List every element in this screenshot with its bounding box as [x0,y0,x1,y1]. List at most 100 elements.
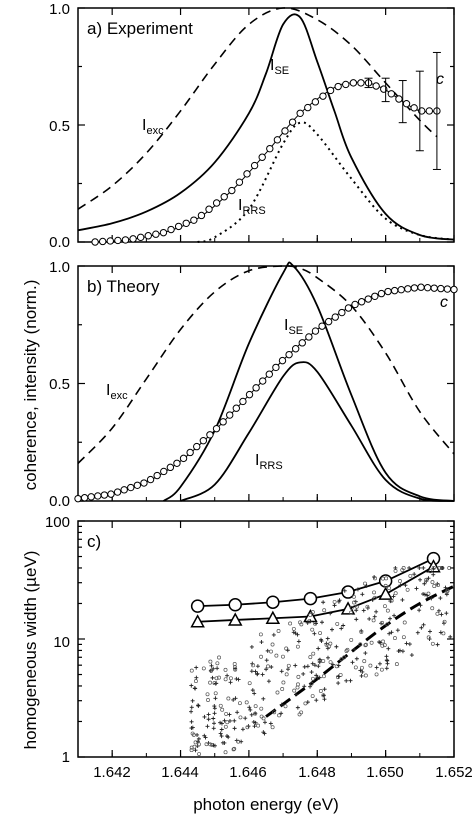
panel-c-series-scatter-cloud-cross-point [444,611,449,616]
panel-c-series-scatter-cloud-cross-point [319,639,324,644]
panel-c-series-scatter-cloud-cross-point [211,666,216,671]
panel-c-series-scatter-cloud-cross-point [414,586,419,591]
panel-b-series-c-point [239,397,247,406]
panel-b-series-c-point [338,308,346,317]
panel-c-series-scatter-cloud-cross-point [316,664,321,669]
panel-c-series-scatter-cloud-circle-point [217,655,221,660]
panel-b-series-c-point [430,284,438,292]
panel-a-series-se-line [77,13,455,241]
panel-c-series-scatter-cloud-cross-point [262,720,267,725]
panel-c-series-scatter-cloud-circle-point [238,715,243,720]
panel-c-series-scatter-cloud-cross-point [212,743,217,748]
panel-c-series-scatter-cloud-cross-point [429,596,434,601]
panel-c-series-scatter-cloud-cross-point [293,692,298,697]
panel-b-series-se-line [162,261,455,502]
panel-c-series-scatter-cloud-circle-point [385,608,390,613]
panel-c-series-scatter-cloud-circle-point [256,723,261,728]
panel-a-series-c-point [296,109,304,118]
panel-c-series-scatter-cloud-cross-point [211,716,216,721]
panel-a-series-c-point [395,95,403,103]
panel-b-series-c-point [212,424,221,433]
panel-a-series-c-point [372,82,380,90]
panel-c-series-scatter-cloud-cross-point [431,572,436,577]
panel-c-series-scatter-cloud-cross-point [312,663,317,668]
panel-c-series-scatter-cloud-circle-point [286,663,291,668]
panel-c-series-scatter-cloud-circle-point [295,644,300,649]
panel-b-series-c-point [404,285,412,293]
panel-c-series-scatter-cloud-cross-point [252,724,257,729]
panel-c-series-scatter-cloud-circle-point [192,744,197,749]
panel-c-series-scatter-cloud-circle-point [334,664,339,669]
panel-c-series-scatter-cloud-circle-point [295,685,300,690]
panel-c-series-scatter-cloud-circle-point [328,641,333,646]
panel-a-series-c-point [357,79,365,87]
panel-c-series-scatter-cloud-cross-point [189,719,194,724]
panel-c-y-axis-title: homogeneous width (µeV) [21,551,40,750]
panel-c-series-scatter-cloud-cross-point [291,630,296,635]
panel-c-series-scatter-cloud-cross-point [387,631,392,636]
panel-b-series-rrs-line [180,361,455,502]
panel-c-series-scatter-cloud-cross-point [354,656,359,661]
panel-c-series-scatter-cloud-cross-point [367,616,372,621]
panel-c-series-scatter-cloud-cross-point [407,565,412,570]
panel-a-series-c-point [250,161,259,170]
panel-c-series-scatter-cloud-cross-point [234,676,239,681]
panel-a-series-c-point [114,236,122,245]
panel-c-series-scatter-cloud-cross-point [444,592,449,597]
panel-c-series-scatter-cloud-cross-point [209,663,214,668]
panel-c-series-scatter-cloud-circle-point [437,566,442,570]
panel-c-series-scatter-cloud-cross-point [248,707,253,712]
panel-c-series-scatter-cloud-cross-point [321,600,326,605]
panel-b-series-c-point [173,459,181,467]
panel-c-series-scatter-cloud-cross-point [235,710,240,715]
panel-c-series-scatter-cloud-cross-point [419,625,424,630]
panel-b-series-c-point [443,285,452,293]
panel-a-series-c-point [91,238,99,246]
panel-c-series-scatter-cloud-circle-point [228,676,233,681]
panel-c-series-scatter-cloud-circle-point [259,706,264,711]
panel-c-series-scatter-cloud-circle-point [344,649,349,653]
panel-b-series-c-point [371,292,379,301]
panel-c-series-scatter-cloud-cross-point [384,654,389,659]
panel-c-series-scatter-cloud-cross-point [301,671,306,676]
panel-c-series-scatter-cloud-circle-point [284,646,289,651]
panel-b-series-c-point [74,494,82,503]
panel-c-series-scatter-cloud-cross-point [279,702,284,707]
panel-c-series-scatter-cloud-cross-point [341,623,346,628]
panel-b-series-c-point [186,448,194,457]
panel-c-series-scatter-cloud-circle-point [223,677,228,682]
panel-c-series-scatter-cloud-circle-point [430,606,435,611]
panel-c-series-scatter-cloud-cross-point [421,591,426,596]
panel-b-series-c-point [324,317,333,326]
panel-c-series-triangles-point [378,586,393,600]
panel-c-series-scatter-cloud-cross-point [266,679,271,684]
x-tick-label: 1.642 [93,764,131,781]
panel-c-series-scatter-cloud-circle-point [283,704,288,709]
panel-c-series-scatter-cloud-circle-point [266,664,270,669]
panel-c-series-scatter-cloud-cross-point [372,614,377,619]
panel-a-series-c-point [319,92,327,100]
panel-c-series-scatter-cloud-cross-point [325,636,330,641]
panel-b-rrs-label: IRRS [255,452,283,472]
panel-c-series-scatter-cloud-circle-point [212,681,217,686]
panel-c-series-scatter-cloud-cross-point [435,581,440,586]
panel-c-series-scatter-cloud-circle-point [354,604,359,609]
panel-c-series-scatter-cloud-cross-point [317,675,322,680]
chart-marks [74,7,458,758]
panel-c-series-scatter-cloud-cross-point [418,577,423,582]
panel-c-series-scatter-cloud-circle-point [193,740,198,745]
panel-c-series-scatter-cloud-cross-point [403,583,408,588]
panel-c-series-scatter-cloud-cross-point [202,714,207,719]
panel-c-series-scatter-cloud-circle-point [435,611,440,616]
panel-c-series-scatter-cloud-cross-point [285,648,290,653]
panel-c-series-scatter-cloud-cross-point [350,660,355,665]
panel-b-series-exc-line [77,265,455,464]
panel-c-series-scatter-cloud-cross-point [404,641,409,646]
panel-c-series-scatter-cloud-circle-point [280,686,285,691]
panel-c-series-scatter-cloud-cross-point [203,735,208,740]
panel-c-series-scatter-cloud-cross-point [397,648,402,653]
panel-c-series-scatter-cloud-cross-point [417,565,422,570]
panel-b-series-c-point [127,483,135,492]
panel-b-series-c-point [357,298,366,306]
shared-y-axis-title: coherence, intensity (norm.) [21,280,40,491]
